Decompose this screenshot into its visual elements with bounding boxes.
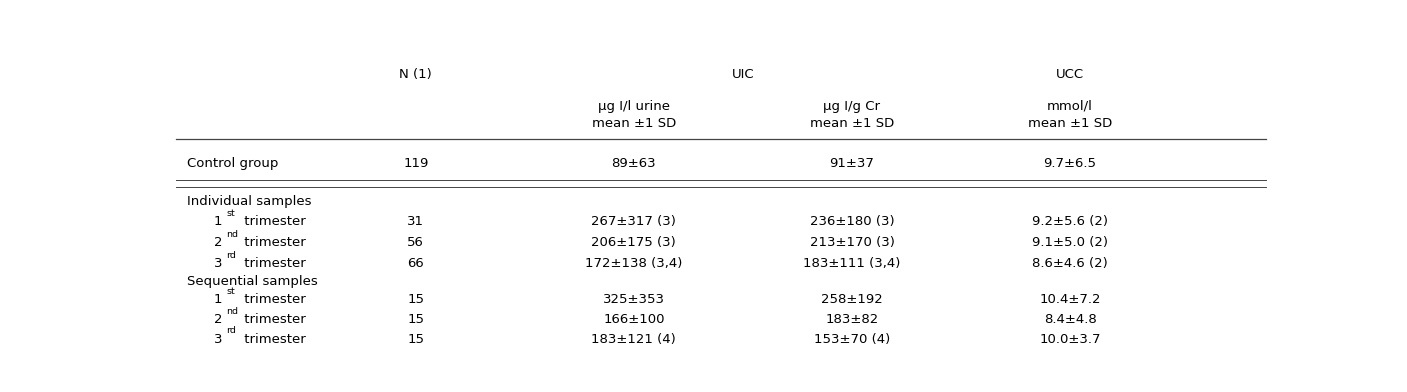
Text: UCC: UCC [1057, 68, 1083, 81]
Text: 9.1±5.0 (2): 9.1±5.0 (2) [1031, 236, 1109, 249]
Text: 3: 3 [214, 333, 222, 346]
Text: UIC: UIC [732, 68, 754, 81]
Text: 206±175 (3): 206±175 (3) [591, 236, 677, 249]
Text: trimester: trimester [241, 333, 305, 346]
Text: 2: 2 [214, 313, 222, 326]
Text: 119: 119 [402, 157, 429, 170]
Text: 8.6±4.6 (2): 8.6±4.6 (2) [1033, 257, 1107, 270]
Text: rd: rd [227, 251, 236, 260]
Text: trimester: trimester [241, 294, 305, 307]
Text: rd: rd [227, 326, 236, 335]
Text: 10.4±7.2: 10.4±7.2 [1040, 294, 1100, 307]
Text: 56: 56 [408, 236, 424, 249]
Text: 236±180 (3): 236±180 (3) [809, 215, 895, 228]
Text: 183±111 (3,4): 183±111 (3,4) [803, 257, 900, 270]
Text: 15: 15 [407, 294, 425, 307]
Text: mmol/l
mean ±1 SD: mmol/l mean ±1 SD [1029, 100, 1112, 130]
Text: 1: 1 [214, 294, 222, 307]
Text: 153±70 (4): 153±70 (4) [813, 333, 891, 346]
Text: Individual samples: Individual samples [187, 195, 311, 209]
Text: 15: 15 [407, 333, 425, 346]
Text: 258±192: 258±192 [822, 294, 882, 307]
Text: 2: 2 [214, 236, 222, 249]
Text: Sequential samples: Sequential samples [187, 275, 318, 289]
Text: 183±82: 183±82 [826, 313, 878, 326]
Text: 3: 3 [214, 257, 222, 270]
Text: trimester: trimester [241, 313, 305, 326]
Text: 267±317 (3): 267±317 (3) [591, 215, 677, 228]
Text: trimester: trimester [241, 215, 305, 228]
Text: 183±121 (4): 183±121 (4) [591, 333, 677, 346]
Text: 213±170 (3): 213±170 (3) [809, 236, 895, 249]
Text: N (1): N (1) [400, 68, 432, 81]
Text: 31: 31 [407, 215, 425, 228]
Text: 166±100: 166±100 [604, 313, 664, 326]
Text: 89±63: 89±63 [612, 157, 656, 170]
Text: st: st [227, 287, 235, 296]
Text: Control group: Control group [187, 157, 279, 170]
Text: 1: 1 [214, 215, 222, 228]
Text: trimester: trimester [241, 236, 305, 249]
Text: 15: 15 [407, 313, 425, 326]
Text: st: st [227, 209, 235, 218]
Text: 9.2±5.6 (2): 9.2±5.6 (2) [1031, 215, 1109, 228]
Text: 91±37: 91±37 [830, 157, 874, 170]
Text: nd: nd [227, 307, 238, 316]
Text: 172±138 (3,4): 172±138 (3,4) [585, 257, 682, 270]
Text: nd: nd [227, 230, 238, 239]
Text: μg I/g Cr
mean ±1 SD: μg I/g Cr mean ±1 SD [810, 100, 893, 130]
Text: μg I/l urine
mean ±1 SD: μg I/l urine mean ±1 SD [592, 100, 675, 130]
Text: 325±353: 325±353 [602, 294, 666, 307]
Text: 10.0±3.7: 10.0±3.7 [1040, 333, 1100, 346]
Text: 66: 66 [408, 257, 424, 270]
Text: trimester: trimester [241, 257, 305, 270]
Text: 8.4±4.8: 8.4±4.8 [1044, 313, 1096, 326]
Text: 9.7±6.5: 9.7±6.5 [1044, 157, 1096, 170]
